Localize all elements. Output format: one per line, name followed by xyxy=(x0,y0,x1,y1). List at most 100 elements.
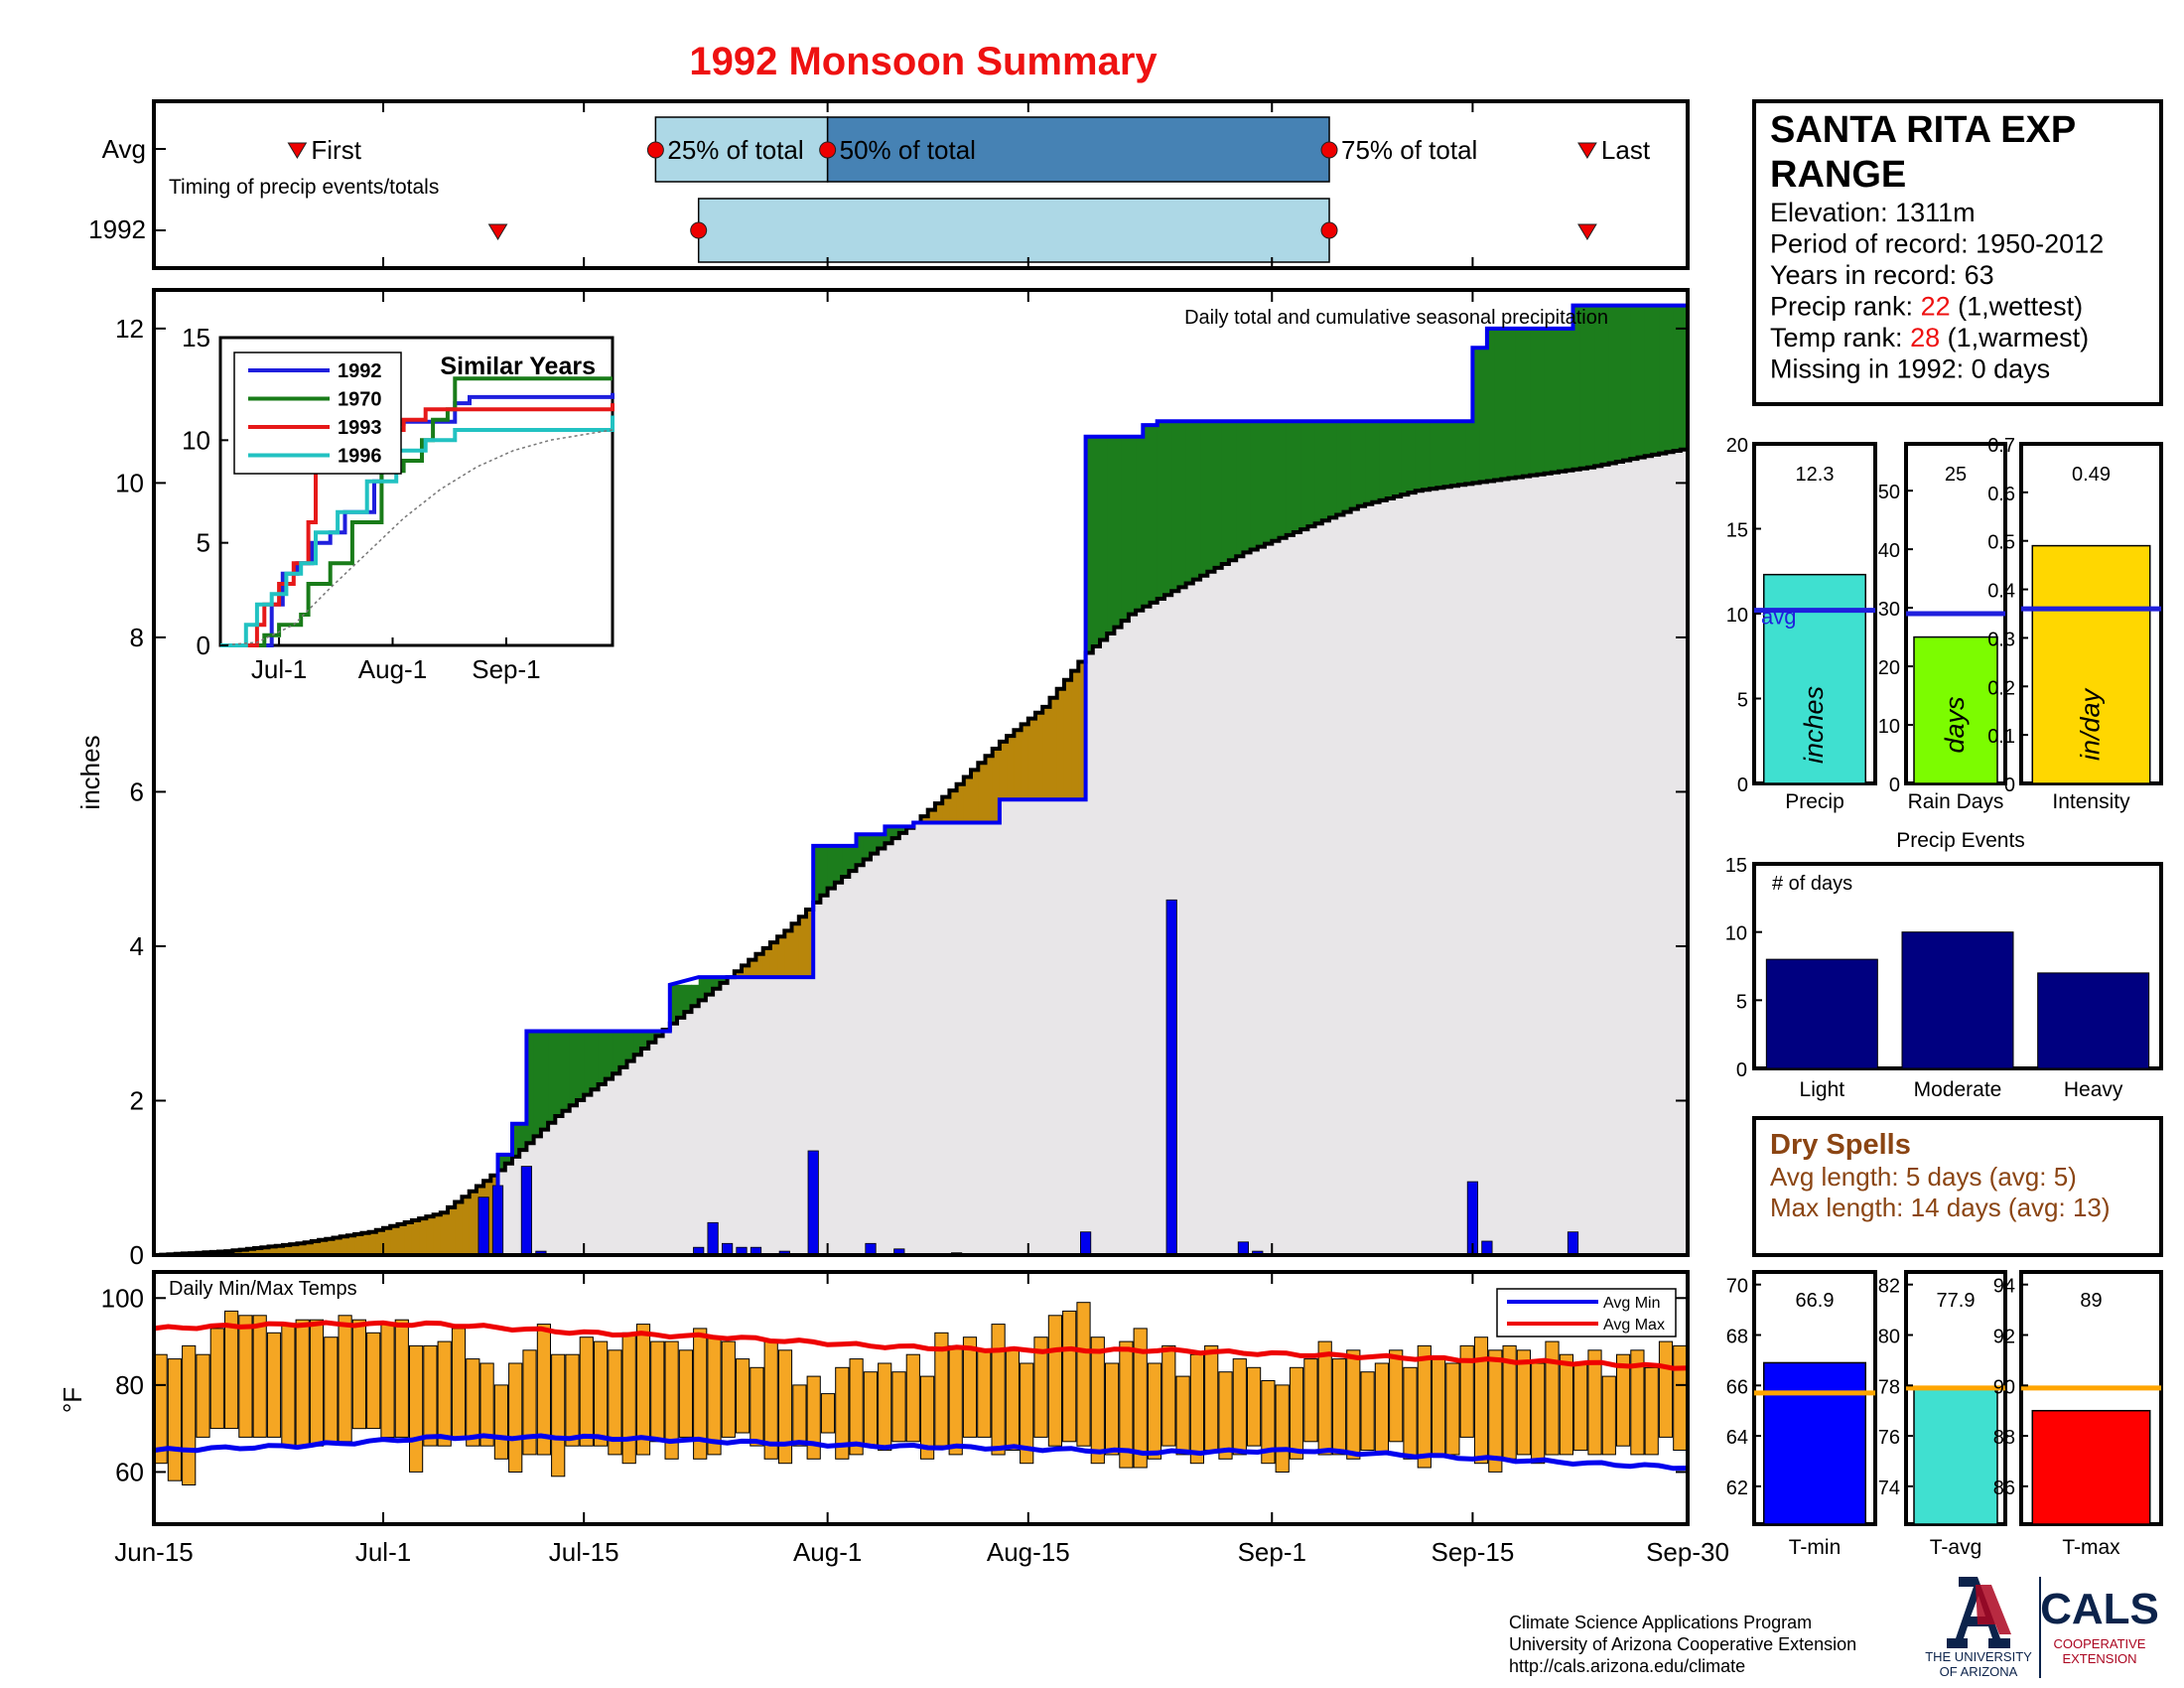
year-first-marker xyxy=(487,223,508,240)
above-avg-shading xyxy=(1673,305,1682,451)
below-avg-shading xyxy=(368,1231,377,1255)
above-avg-shading xyxy=(1544,328,1553,474)
summary-ytick-label: 0 xyxy=(2004,774,2015,796)
below-avg-shading xyxy=(455,1201,463,1255)
below-avg-shading xyxy=(319,1239,327,1255)
below-avg-shading xyxy=(411,1220,420,1255)
daily-temp-bar xyxy=(1247,1366,1262,1447)
daily-temp-bar xyxy=(820,1393,836,1434)
below-avg-shading xyxy=(927,809,936,823)
station-frame xyxy=(1752,99,2163,406)
daily-temp-bar xyxy=(1119,1340,1134,1469)
avg-last-label: Last xyxy=(1601,135,1651,165)
summary-category-label: Precip xyxy=(1785,790,1844,813)
summary-ytick-label: 0.4 xyxy=(1987,581,2015,603)
above-avg-shading xyxy=(891,826,900,839)
temp-summary-category-label: T-min xyxy=(1789,1536,1842,1559)
above-avg-shading xyxy=(1680,305,1689,450)
avg-50pct-marker xyxy=(819,141,837,159)
above-avg-shading xyxy=(1336,421,1344,515)
above-avg-shading xyxy=(577,1031,585,1100)
temps-frame xyxy=(152,1270,1690,1526)
station-detail-value: 1950-2012 xyxy=(1976,229,2104,259)
daily-temp-bar xyxy=(721,1340,736,1438)
daily-precip-bar xyxy=(707,1221,719,1256)
below-avg-shading xyxy=(1007,736,1015,800)
above-avg-shading xyxy=(540,1031,549,1130)
above-avg-shading xyxy=(691,984,700,1007)
summary-ytick-label: 15 xyxy=(1726,520,1748,542)
above-avg-shading xyxy=(1579,305,1588,469)
temps-panel: 60 80 100 Daily Min/Max Temps °F Avg Min A… xyxy=(58,1270,1690,1526)
temp-summary-ytick-label: 82 xyxy=(1878,1276,1900,1298)
above-avg-shading xyxy=(1350,421,1359,509)
station-detail-value: 1311m xyxy=(1895,198,1976,227)
above-avg-shading xyxy=(1236,421,1244,557)
above-avg-shading xyxy=(1465,421,1473,485)
above-avg-shading xyxy=(1207,421,1216,572)
temp-summary-t-avg: 74 76 78 80 82 77.9 T-avg xyxy=(1878,1270,2007,1559)
daily-temp-bar xyxy=(224,1310,239,1430)
temp-summary-ytick-label: 62 xyxy=(1726,1477,1748,1499)
year-25-75-band xyxy=(697,198,1330,263)
above-avg-shading xyxy=(1644,305,1653,457)
above-avg-shading xyxy=(1422,421,1431,491)
below-avg-shading xyxy=(1056,688,1065,800)
above-avg-shading xyxy=(1157,421,1165,599)
above-avg-shading xyxy=(648,1031,656,1043)
below-avg-shading xyxy=(971,770,979,823)
daily-temp-bar xyxy=(1445,1362,1460,1456)
daily-temp-bar xyxy=(394,1319,409,1438)
similar-years-inset: 0 5 10 15 Jul-1 Aug-1 Sep-1 Similar Years 1992… xyxy=(182,323,614,684)
daily-temp-bar xyxy=(608,1349,622,1456)
daily-temp-bar xyxy=(1204,1344,1219,1452)
daily-temp-bar xyxy=(281,1324,296,1447)
daily-temp-bar xyxy=(1303,1358,1318,1443)
daily-precip-bar xyxy=(807,1150,819,1256)
below-avg-shading xyxy=(1049,697,1058,800)
below-avg-shading xyxy=(1027,718,1036,800)
daily-temp-bar xyxy=(750,1366,764,1447)
year-25pct-marker xyxy=(690,221,708,239)
daily-temp-bar xyxy=(707,1336,722,1456)
daily-temp-bar xyxy=(1616,1353,1631,1447)
inset-legend-label: 1970 xyxy=(338,389,382,411)
station-detail-value: 63 xyxy=(1965,260,1994,290)
daily-temp-bar xyxy=(849,1358,864,1456)
above-avg-shading xyxy=(1128,436,1137,615)
below-avg-shading xyxy=(963,776,972,823)
above-avg-shading xyxy=(1436,421,1445,489)
daily-temp-bar xyxy=(338,1315,352,1443)
temp-summary-bar xyxy=(1913,1387,1998,1525)
daily-temp-bar xyxy=(1432,1358,1446,1456)
daily-temp-bar xyxy=(1020,1362,1034,1465)
above-avg-shading xyxy=(1228,421,1237,561)
below-avg-shading xyxy=(297,1243,306,1255)
below-avg-shading xyxy=(333,1237,341,1255)
above-avg-shading xyxy=(885,826,893,844)
daily-temp-bar xyxy=(920,1375,935,1460)
above-avg-shading xyxy=(1530,328,1538,476)
daily-temp-bar xyxy=(1374,1362,1390,1456)
summary-ytick-label: 20 xyxy=(1726,435,1748,457)
summary-value-label: 0.49 xyxy=(2072,464,2111,486)
below-avg-shading xyxy=(1035,712,1043,800)
above-avg-shading xyxy=(842,845,850,877)
precip-summary-precip: 0 5 10 15 20 12.3 inches Precip avg xyxy=(1726,435,1877,813)
below-avg-shading xyxy=(1078,661,1087,800)
above-avg-shading xyxy=(1408,421,1417,493)
above-avg-shading xyxy=(1494,328,1502,481)
avg-25pct-label: 25% of total xyxy=(667,135,803,165)
daily-temp-bar xyxy=(508,1362,523,1473)
daily-temp-bar xyxy=(1232,1358,1247,1456)
summary-ytick-label: 30 xyxy=(1878,599,1900,621)
above-avg-shading xyxy=(1394,421,1402,496)
above-avg-shading xyxy=(1092,436,1101,646)
below-avg-shading xyxy=(275,1245,284,1255)
summary-value-label: 12.3 xyxy=(1796,464,1835,486)
daily-temp-bar xyxy=(1673,1344,1688,1452)
below-avg-shading xyxy=(784,930,793,978)
above-avg-shading xyxy=(1386,421,1395,498)
